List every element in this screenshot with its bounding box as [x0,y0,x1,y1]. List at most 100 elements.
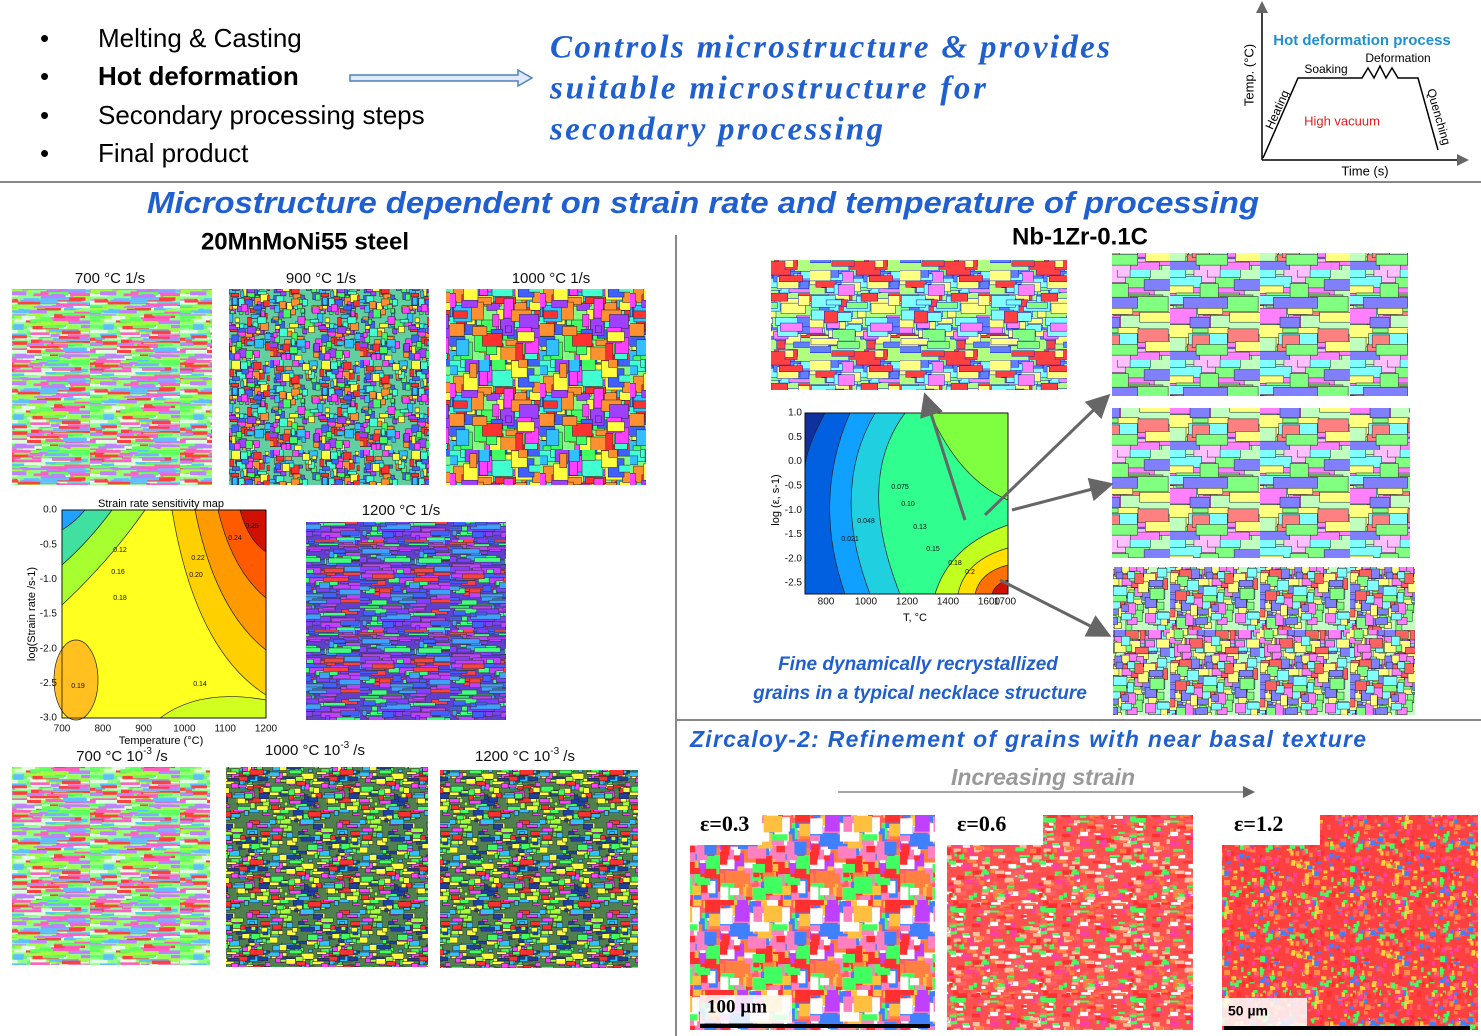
x-label: T, °C [903,612,927,624]
micrograph [12,767,210,965]
contour-band [61,509,113,566]
callout-line: secondary processing [549,112,883,148]
y-tick-label: -2.5 [785,578,803,589]
arrow [920,392,967,521]
y-tick-label: -1.0 [40,574,58,585]
plot-frame [804,412,1009,595]
stage: Heating [1262,88,1292,131]
bullet-text: Secondary processing steps [98,100,425,130]
bullet-dot: • [40,23,49,53]
x-tick-label: 1200 [255,724,278,735]
y-tick-label: 0.0 [788,456,802,467]
y-tick-label: -0.5 [40,539,58,550]
micrograph [690,815,935,1030]
scale-bar-label: 100 µm [707,996,767,1017]
y-tick-label: 1.0 [788,408,802,419]
map-label: 1000 °C 10-3 /s [265,740,365,759]
x-tick-label: 800 [94,724,111,735]
contour-label: 0.20 [189,572,203,579]
micrograph [1112,253,1408,396]
y-tick-label: -1.5 [40,609,58,620]
zircaloy-maps [690,815,1478,1030]
process-curve [1262,64,1439,159]
micrograph [226,767,428,967]
micrograph [1222,815,1478,1030]
contour-label: 0.13 [913,524,927,531]
strain-labels: ε=0.3 ε=0.6 ε=1.2 [700,811,1283,836]
y-tick-label: -2.0 [40,643,58,654]
x-label: Time (s) [1341,163,1388,178]
y-tick-label: -2.0 [785,553,803,564]
steel-contour [53,509,267,721]
bullet-dot: • [40,100,49,130]
y-label: Temp. (°C) [1241,44,1256,106]
section-title: 20MnMoNi55 steel [201,228,409,255]
contour-label: 0.25 [245,523,259,530]
contour-band [53,639,99,721]
contour-label: 0.18 [948,560,962,567]
x-tick-label: 1200 [896,597,919,608]
contour-label: 0.075 [891,484,909,491]
x-tick-label: 1700 [994,597,1017,608]
bullet-text: Final product [98,138,249,168]
arrows [920,392,1114,637]
subtitle: Increasing strain [951,764,1135,790]
callout: Controls microstructure & provides suita… [549,30,1110,148]
x-tick-label: 1600 [978,597,1001,608]
bullet-dot: • [40,138,49,168]
contour-label: 0.021 [841,536,859,543]
label-part: /s [559,748,575,765]
micrograph [440,770,638,968]
map-label: 700 °C 10-3 /s [76,746,168,765]
note: High vacuum [1304,113,1380,128]
micrograph [1113,567,1415,715]
section-title: Zircaloy-2: Refinement of grains with ne… [689,726,1366,752]
bullet-text: Melting & Casting [98,23,302,53]
arrow [983,393,1111,517]
arrow [1011,477,1114,512]
y-tick-label: -1.5 [785,529,803,540]
ticks: 1.0 0.5 0.0 -0.5 -1.0 -1.5 -2.0 -2.5 800 1000 1200… [785,408,1017,608]
x-tick-label: 900 [135,724,152,735]
scale-box [700,995,792,1023]
label-sup: -3 [340,740,349,751]
process-inset: Hot deformation process Temp. (°C) Time … [1241,1,1469,178]
caption: Fine dynamically recrystallized grains i… [752,654,1087,704]
plot-frame [61,509,267,719]
maps [12,253,1415,968]
map-label: 1200 °C 1/s [362,502,441,519]
x-tick-label: 700 [54,724,71,735]
label-part: 700 °C 10 [76,748,143,765]
contour-label: 0.16 [111,569,125,576]
micrograph [1112,408,1410,558]
label-part: /s [349,742,365,759]
micrograph [947,815,1193,1030]
scale-box [1222,998,1307,1026]
x-tick-label: 1000 [855,597,878,608]
micrograph [229,289,429,485]
x-label: Temperature (°C) [119,735,203,747]
contour-label: 0.24 [228,535,242,542]
callout-line: Controls microstructure & provides [550,30,1110,66]
strain-label: ε=0.6 [957,811,1006,836]
contour-label: 0.14 [193,681,207,688]
strain-label: ε=1.2 [1234,811,1283,836]
label-part: 1200 °C 10 [475,748,550,765]
contour-label: 0.22 [191,555,205,562]
y-tick-label: -1.0 [785,505,803,516]
contour-label: 0.10 [901,501,915,508]
micrograph [306,522,506,720]
micrograph [771,260,1067,390]
contour-label: 0.15 [926,546,940,553]
bullets: • • • • Melting & Casting Hot deformatio… [40,23,425,168]
x-tick-label: 1100 [214,724,236,735]
callout-line: suitable microstructure for [549,71,987,107]
bullet-dot: • [40,61,49,91]
label-part: 1000 °C 10 [265,742,340,759]
contour-label: 0.19 [71,683,85,690]
strain-label: ε=0.3 [700,811,749,836]
label-sup: -3 [143,746,152,757]
y-tick-label: -2.5 [40,678,58,689]
arrow [999,578,1112,637]
